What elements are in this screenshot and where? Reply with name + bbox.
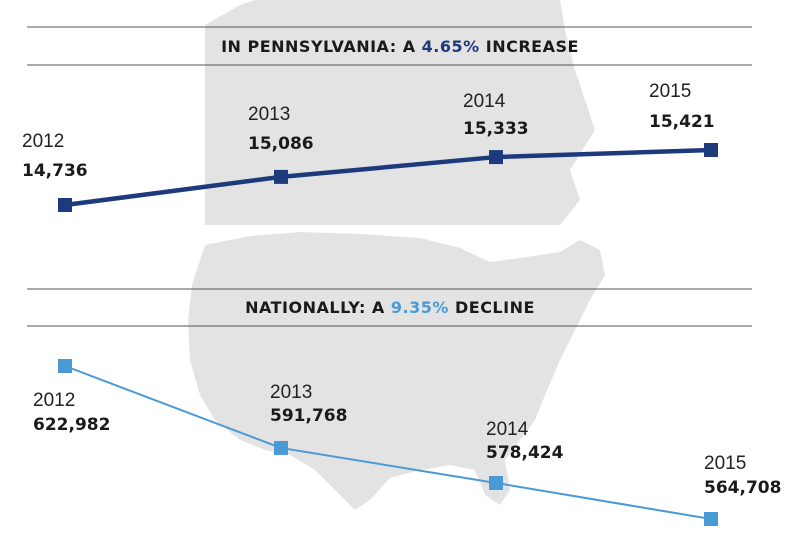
national-value-label-2013: 591,768 — [270, 406, 347, 426]
national-year-label-2012: 2012 — [33, 390, 75, 411]
pa-year-label-2015: 2015 — [649, 81, 691, 102]
pa-value-label-2015: 15,421 — [649, 112, 715, 132]
pa-year-label-2013: 2013 — [248, 104, 290, 125]
pa-year-label-2012: 2012 — [22, 131, 64, 152]
national-point-2012 — [58, 359, 72, 373]
pa-point-2013 — [274, 169, 288, 184]
national-year-label-2015: 2015 — [704, 453, 746, 474]
pa-title-highlight: 4.65% — [422, 37, 480, 56]
pa-point-2012 — [58, 198, 72, 212]
pa-value-label-2012: 14,736 — [22, 161, 88, 181]
national-value-label-2015: 564,708 — [704, 478, 781, 498]
pa-value-label-2013: 15,086 — [248, 134, 314, 154]
national-point-2013 — [274, 440, 288, 455]
national-series-line — [64, 365, 712, 520]
national-point-2014 — [489, 475, 503, 490]
national-title-prefix: NATIONALLY: A — [245, 298, 391, 317]
national-title-highlight: 9.35% — [391, 298, 449, 317]
national-value-label-2012: 622,982 — [33, 415, 110, 435]
national-year-label-2014: 2014 — [486, 419, 529, 440]
pa-point-2015 — [704, 143, 718, 157]
national-chart-title: NATIONALLY: A 9.35% DECLINE — [245, 298, 535, 317]
pa-title-suffix: INCREASE — [480, 37, 579, 56]
pa-title-prefix: IN PENNSYLVANIA: A — [221, 37, 422, 56]
pa-value-label-2014: 15,333 — [463, 119, 529, 139]
national-year-label-2013: 2013 — [270, 382, 312, 403]
pa-point-2014 — [489, 150, 503, 165]
national-title-suffix: DECLINE — [449, 298, 535, 317]
national-value-label-2014: 578,424 — [486, 443, 564, 463]
pennsylvania-map-silhouette — [205, 0, 595, 225]
pa-year-label-2014: 2014 — [463, 91, 506, 112]
national-point-2015 — [704, 512, 718, 526]
usa-map-silhouette — [188, 232, 605, 510]
pa-chart-title: IN PENNSYLVANIA: A 4.65% INCREASE — [221, 37, 579, 56]
pa-series-line — [64, 147, 712, 208]
